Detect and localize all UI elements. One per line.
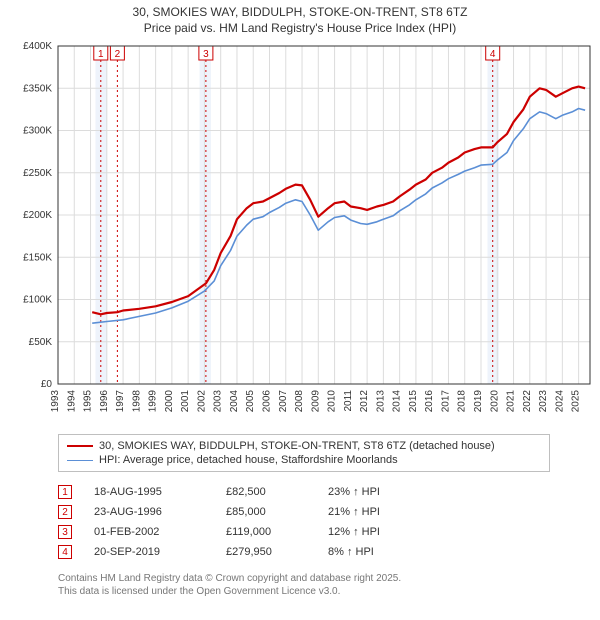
title-line-1: 30, SMOKIES WAY, BIDDULPH, STOKE-ON-TREN… xyxy=(10,4,590,20)
x-tick-label: 1996 xyxy=(99,390,110,413)
x-tick-label: 2008 xyxy=(294,390,305,413)
attribution-footer: Contains HM Land Registry data © Crown c… xyxy=(58,572,550,598)
sale-row: 1 18-AUG-1995 £82,500 23% ↑ HPI xyxy=(58,482,550,502)
sale-row: 3 01-FEB-2002 £119,000 12% ↑ HPI xyxy=(58,522,550,542)
sale-marker-number: 1 xyxy=(98,49,104,60)
sale-price: £82,500 xyxy=(226,486,306,498)
sale-date: 23-AUG-1996 xyxy=(94,506,204,518)
title-line-2: Price paid vs. HM Land Registry's House … xyxy=(10,20,590,36)
y-tick-label: £150K xyxy=(23,253,52,264)
footer-line-1: Contains HM Land Registry data © Crown c… xyxy=(58,572,550,585)
sale-diff: 8% ↑ HPI xyxy=(328,546,418,558)
chart-title-block: 30, SMOKIES WAY, BIDDULPH, STOKE-ON-TREN… xyxy=(0,0,600,38)
y-tick-label: £300K xyxy=(23,126,52,137)
price-chart: £0 £50K £100K £150K £200K £250K £300K £350K £400… xyxy=(0,38,600,428)
y-tick-label: £350K xyxy=(23,84,52,95)
sale-row-marker: 4 xyxy=(58,545,72,559)
sale-marker-number: 3 xyxy=(203,49,209,60)
legend-label: 30, SMOKIES WAY, BIDDULPH, STOKE-ON-TREN… xyxy=(99,440,495,452)
sale-row-marker: 3 xyxy=(58,525,72,539)
x-tick-label: 2018 xyxy=(457,390,468,413)
y-tick-label: £400K xyxy=(23,41,52,52)
x-tick-label: 2015 xyxy=(408,390,419,413)
sale-price: £119,000 xyxy=(226,526,306,538)
x-tick-label: 2013 xyxy=(375,390,386,413)
sale-row-marker: 1 xyxy=(58,485,72,499)
x-tick-label: 1993 xyxy=(50,390,61,413)
x-tick-label: 2024 xyxy=(554,390,565,413)
legend-row: HPI: Average price, detached house, Staf… xyxy=(67,453,541,467)
x-tick-label: 2002 xyxy=(196,390,207,413)
y-tick-label: £250K xyxy=(23,168,52,179)
sale-row: 4 20-SEP-2019 £279,950 8% ↑ HPI xyxy=(58,542,550,562)
x-tick-label: 2006 xyxy=(261,390,272,413)
x-tick-label: 2021 xyxy=(506,390,517,413)
sale-diff: 12% ↑ HPI xyxy=(328,526,418,538)
x-tick-label: 2009 xyxy=(310,390,321,413)
x-tick-label: 1997 xyxy=(115,390,126,413)
x-tick-label: 2001 xyxy=(180,390,191,413)
sale-date: 20-SEP-2019 xyxy=(94,546,204,558)
sale-row: 2 23-AUG-1996 £85,000 21% ↑ HPI xyxy=(58,502,550,522)
y-tick-label: £200K xyxy=(23,210,52,221)
y-tick-label: £100K xyxy=(23,295,52,306)
x-tick-label: 1999 xyxy=(148,390,159,413)
chart-svg: £0 £50K £100K £150K £200K £250K £300K £350K £400… xyxy=(0,38,600,428)
x-tick-label: 2017 xyxy=(440,390,451,413)
legend: 30, SMOKIES WAY, BIDDULPH, STOKE-ON-TREN… xyxy=(58,434,550,472)
sales-table: 1 18-AUG-1995 £82,500 23% ↑ HPI 2 23-AUG-1996… xyxy=(58,482,550,562)
sale-marker-number: 2 xyxy=(115,49,121,60)
x-tick-label: 2003 xyxy=(213,390,224,413)
x-tick-label: 1995 xyxy=(83,390,94,413)
sale-diff: 23% ↑ HPI xyxy=(328,486,418,498)
legend-row: 30, SMOKIES WAY, BIDDULPH, STOKE-ON-TREN… xyxy=(67,439,541,453)
x-tick-label: 2014 xyxy=(392,390,403,413)
x-tick-label: 1998 xyxy=(131,390,142,413)
legend-label: HPI: Average price, detached house, Staf… xyxy=(99,454,398,466)
legend-swatch xyxy=(67,460,93,461)
x-tick-label: 2019 xyxy=(473,390,484,413)
legend-swatch xyxy=(67,445,93,447)
x-tick-label: 2012 xyxy=(359,390,370,413)
x-tick-label: 2022 xyxy=(522,390,533,413)
sale-date: 18-AUG-1995 xyxy=(94,486,204,498)
sale-row-marker: 2 xyxy=(58,505,72,519)
page: 30, SMOKIES WAY, BIDDULPH, STOKE-ON-TREN… xyxy=(0,0,600,620)
sale-diff: 21% ↑ HPI xyxy=(328,506,418,518)
sale-marker-number: 4 xyxy=(490,49,496,60)
x-tick-label: 2023 xyxy=(538,390,549,413)
footer-line-2: This data is licensed under the Open Gov… xyxy=(58,585,550,598)
sale-price: £279,950 xyxy=(226,546,306,558)
x-tick-label: 2010 xyxy=(327,390,338,413)
x-tick-label: 2020 xyxy=(489,390,500,413)
sale-price: £85,000 xyxy=(226,506,306,518)
x-tick-label: 2007 xyxy=(278,390,289,413)
sale-date: 01-FEB-2002 xyxy=(94,526,204,538)
y-tick-label: £50K xyxy=(29,337,53,348)
x-tick-label: 2016 xyxy=(424,390,435,413)
x-tick-label: 2004 xyxy=(229,390,240,413)
x-tick-label: 2000 xyxy=(164,390,175,413)
x-tick-label: 2005 xyxy=(245,390,256,413)
x-tick-label: 1994 xyxy=(66,390,77,413)
x-tick-label: 2025 xyxy=(571,390,582,413)
y-tick-label: £0 xyxy=(41,379,53,390)
x-tick-label: 2011 xyxy=(343,390,354,412)
